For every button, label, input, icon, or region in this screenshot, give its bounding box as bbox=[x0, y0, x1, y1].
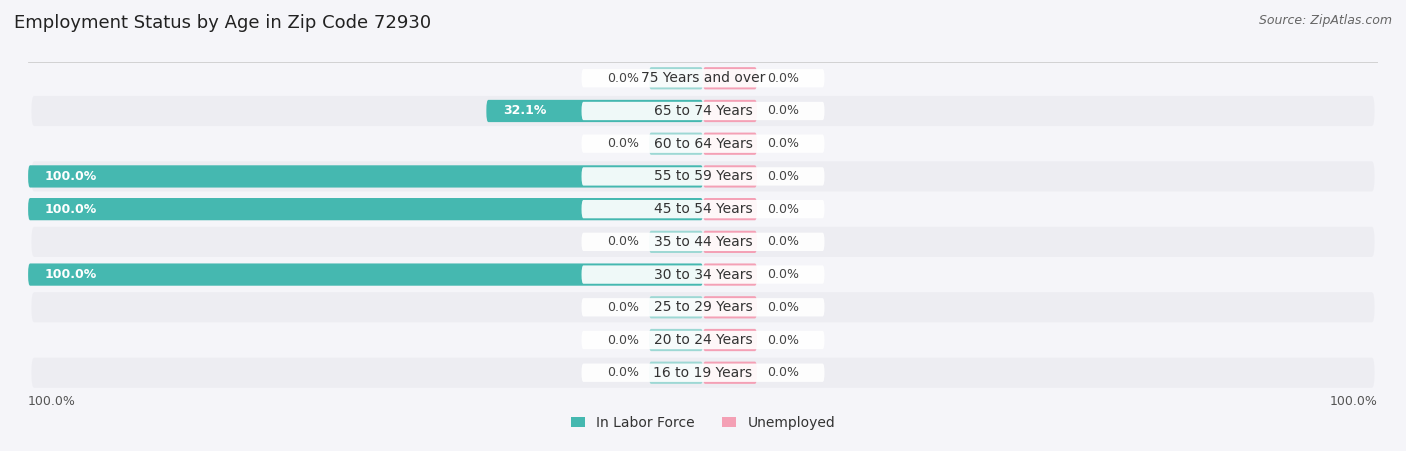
FancyBboxPatch shape bbox=[703, 231, 756, 253]
FancyBboxPatch shape bbox=[582, 167, 824, 185]
FancyBboxPatch shape bbox=[582, 298, 824, 317]
FancyBboxPatch shape bbox=[650, 67, 703, 89]
FancyBboxPatch shape bbox=[31, 96, 1375, 126]
FancyBboxPatch shape bbox=[582, 233, 824, 251]
Text: 0.0%: 0.0% bbox=[607, 137, 638, 150]
FancyBboxPatch shape bbox=[31, 227, 1375, 257]
Text: Employment Status by Age in Zip Code 72930: Employment Status by Age in Zip Code 729… bbox=[14, 14, 432, 32]
Text: 0.0%: 0.0% bbox=[768, 301, 799, 314]
FancyBboxPatch shape bbox=[31, 259, 1375, 290]
FancyBboxPatch shape bbox=[28, 263, 703, 285]
FancyBboxPatch shape bbox=[28, 198, 703, 220]
FancyBboxPatch shape bbox=[703, 329, 756, 351]
FancyBboxPatch shape bbox=[703, 198, 756, 220]
FancyBboxPatch shape bbox=[650, 231, 703, 253]
FancyBboxPatch shape bbox=[486, 100, 703, 122]
FancyBboxPatch shape bbox=[582, 69, 824, 87]
Text: 100.0%: 100.0% bbox=[45, 202, 97, 216]
FancyBboxPatch shape bbox=[582, 266, 824, 284]
FancyBboxPatch shape bbox=[582, 102, 824, 120]
FancyBboxPatch shape bbox=[582, 134, 824, 153]
Text: 0.0%: 0.0% bbox=[768, 202, 799, 216]
Text: Source: ZipAtlas.com: Source: ZipAtlas.com bbox=[1258, 14, 1392, 27]
FancyBboxPatch shape bbox=[703, 296, 756, 318]
FancyBboxPatch shape bbox=[31, 358, 1375, 388]
Text: 35 to 44 Years: 35 to 44 Years bbox=[654, 235, 752, 249]
FancyBboxPatch shape bbox=[28, 166, 703, 188]
Text: 20 to 24 Years: 20 to 24 Years bbox=[654, 333, 752, 347]
FancyBboxPatch shape bbox=[31, 325, 1375, 355]
FancyBboxPatch shape bbox=[703, 166, 756, 188]
Legend: In Labor Force, Unemployed: In Labor Force, Unemployed bbox=[565, 410, 841, 436]
Text: 32.1%: 32.1% bbox=[503, 105, 547, 117]
FancyBboxPatch shape bbox=[582, 364, 824, 382]
Text: 0.0%: 0.0% bbox=[768, 334, 799, 346]
Text: 0.0%: 0.0% bbox=[607, 235, 638, 249]
FancyBboxPatch shape bbox=[31, 63, 1375, 93]
FancyBboxPatch shape bbox=[31, 161, 1375, 192]
Text: 0.0%: 0.0% bbox=[768, 105, 799, 117]
Text: 100.0%: 100.0% bbox=[1330, 395, 1378, 408]
Text: 60 to 64 Years: 60 to 64 Years bbox=[654, 137, 752, 151]
FancyBboxPatch shape bbox=[582, 200, 824, 218]
Text: 100.0%: 100.0% bbox=[45, 170, 97, 183]
FancyBboxPatch shape bbox=[703, 362, 756, 384]
FancyBboxPatch shape bbox=[703, 67, 756, 89]
Text: 0.0%: 0.0% bbox=[607, 301, 638, 314]
Text: 0.0%: 0.0% bbox=[768, 137, 799, 150]
FancyBboxPatch shape bbox=[582, 331, 824, 349]
FancyBboxPatch shape bbox=[650, 296, 703, 318]
FancyBboxPatch shape bbox=[31, 129, 1375, 159]
Text: 0.0%: 0.0% bbox=[607, 366, 638, 379]
Text: 0.0%: 0.0% bbox=[607, 72, 638, 85]
FancyBboxPatch shape bbox=[650, 133, 703, 155]
Text: 0.0%: 0.0% bbox=[607, 334, 638, 346]
Text: 30 to 34 Years: 30 to 34 Years bbox=[654, 267, 752, 281]
FancyBboxPatch shape bbox=[650, 329, 703, 351]
Text: 65 to 74 Years: 65 to 74 Years bbox=[654, 104, 752, 118]
Text: 75 Years and over: 75 Years and over bbox=[641, 71, 765, 85]
Text: 55 to 59 Years: 55 to 59 Years bbox=[654, 170, 752, 184]
Text: 0.0%: 0.0% bbox=[768, 268, 799, 281]
Text: 0.0%: 0.0% bbox=[768, 366, 799, 379]
Text: 0.0%: 0.0% bbox=[768, 235, 799, 249]
Text: 16 to 19 Years: 16 to 19 Years bbox=[654, 366, 752, 380]
FancyBboxPatch shape bbox=[31, 194, 1375, 224]
FancyBboxPatch shape bbox=[703, 133, 756, 155]
Text: 45 to 54 Years: 45 to 54 Years bbox=[654, 202, 752, 216]
FancyBboxPatch shape bbox=[31, 292, 1375, 322]
Text: 25 to 29 Years: 25 to 29 Years bbox=[654, 300, 752, 314]
FancyBboxPatch shape bbox=[703, 100, 756, 122]
Text: 0.0%: 0.0% bbox=[768, 72, 799, 85]
Text: 100.0%: 100.0% bbox=[45, 268, 97, 281]
FancyBboxPatch shape bbox=[703, 263, 756, 285]
FancyBboxPatch shape bbox=[650, 362, 703, 384]
Text: 100.0%: 100.0% bbox=[28, 395, 76, 408]
Text: 0.0%: 0.0% bbox=[768, 170, 799, 183]
